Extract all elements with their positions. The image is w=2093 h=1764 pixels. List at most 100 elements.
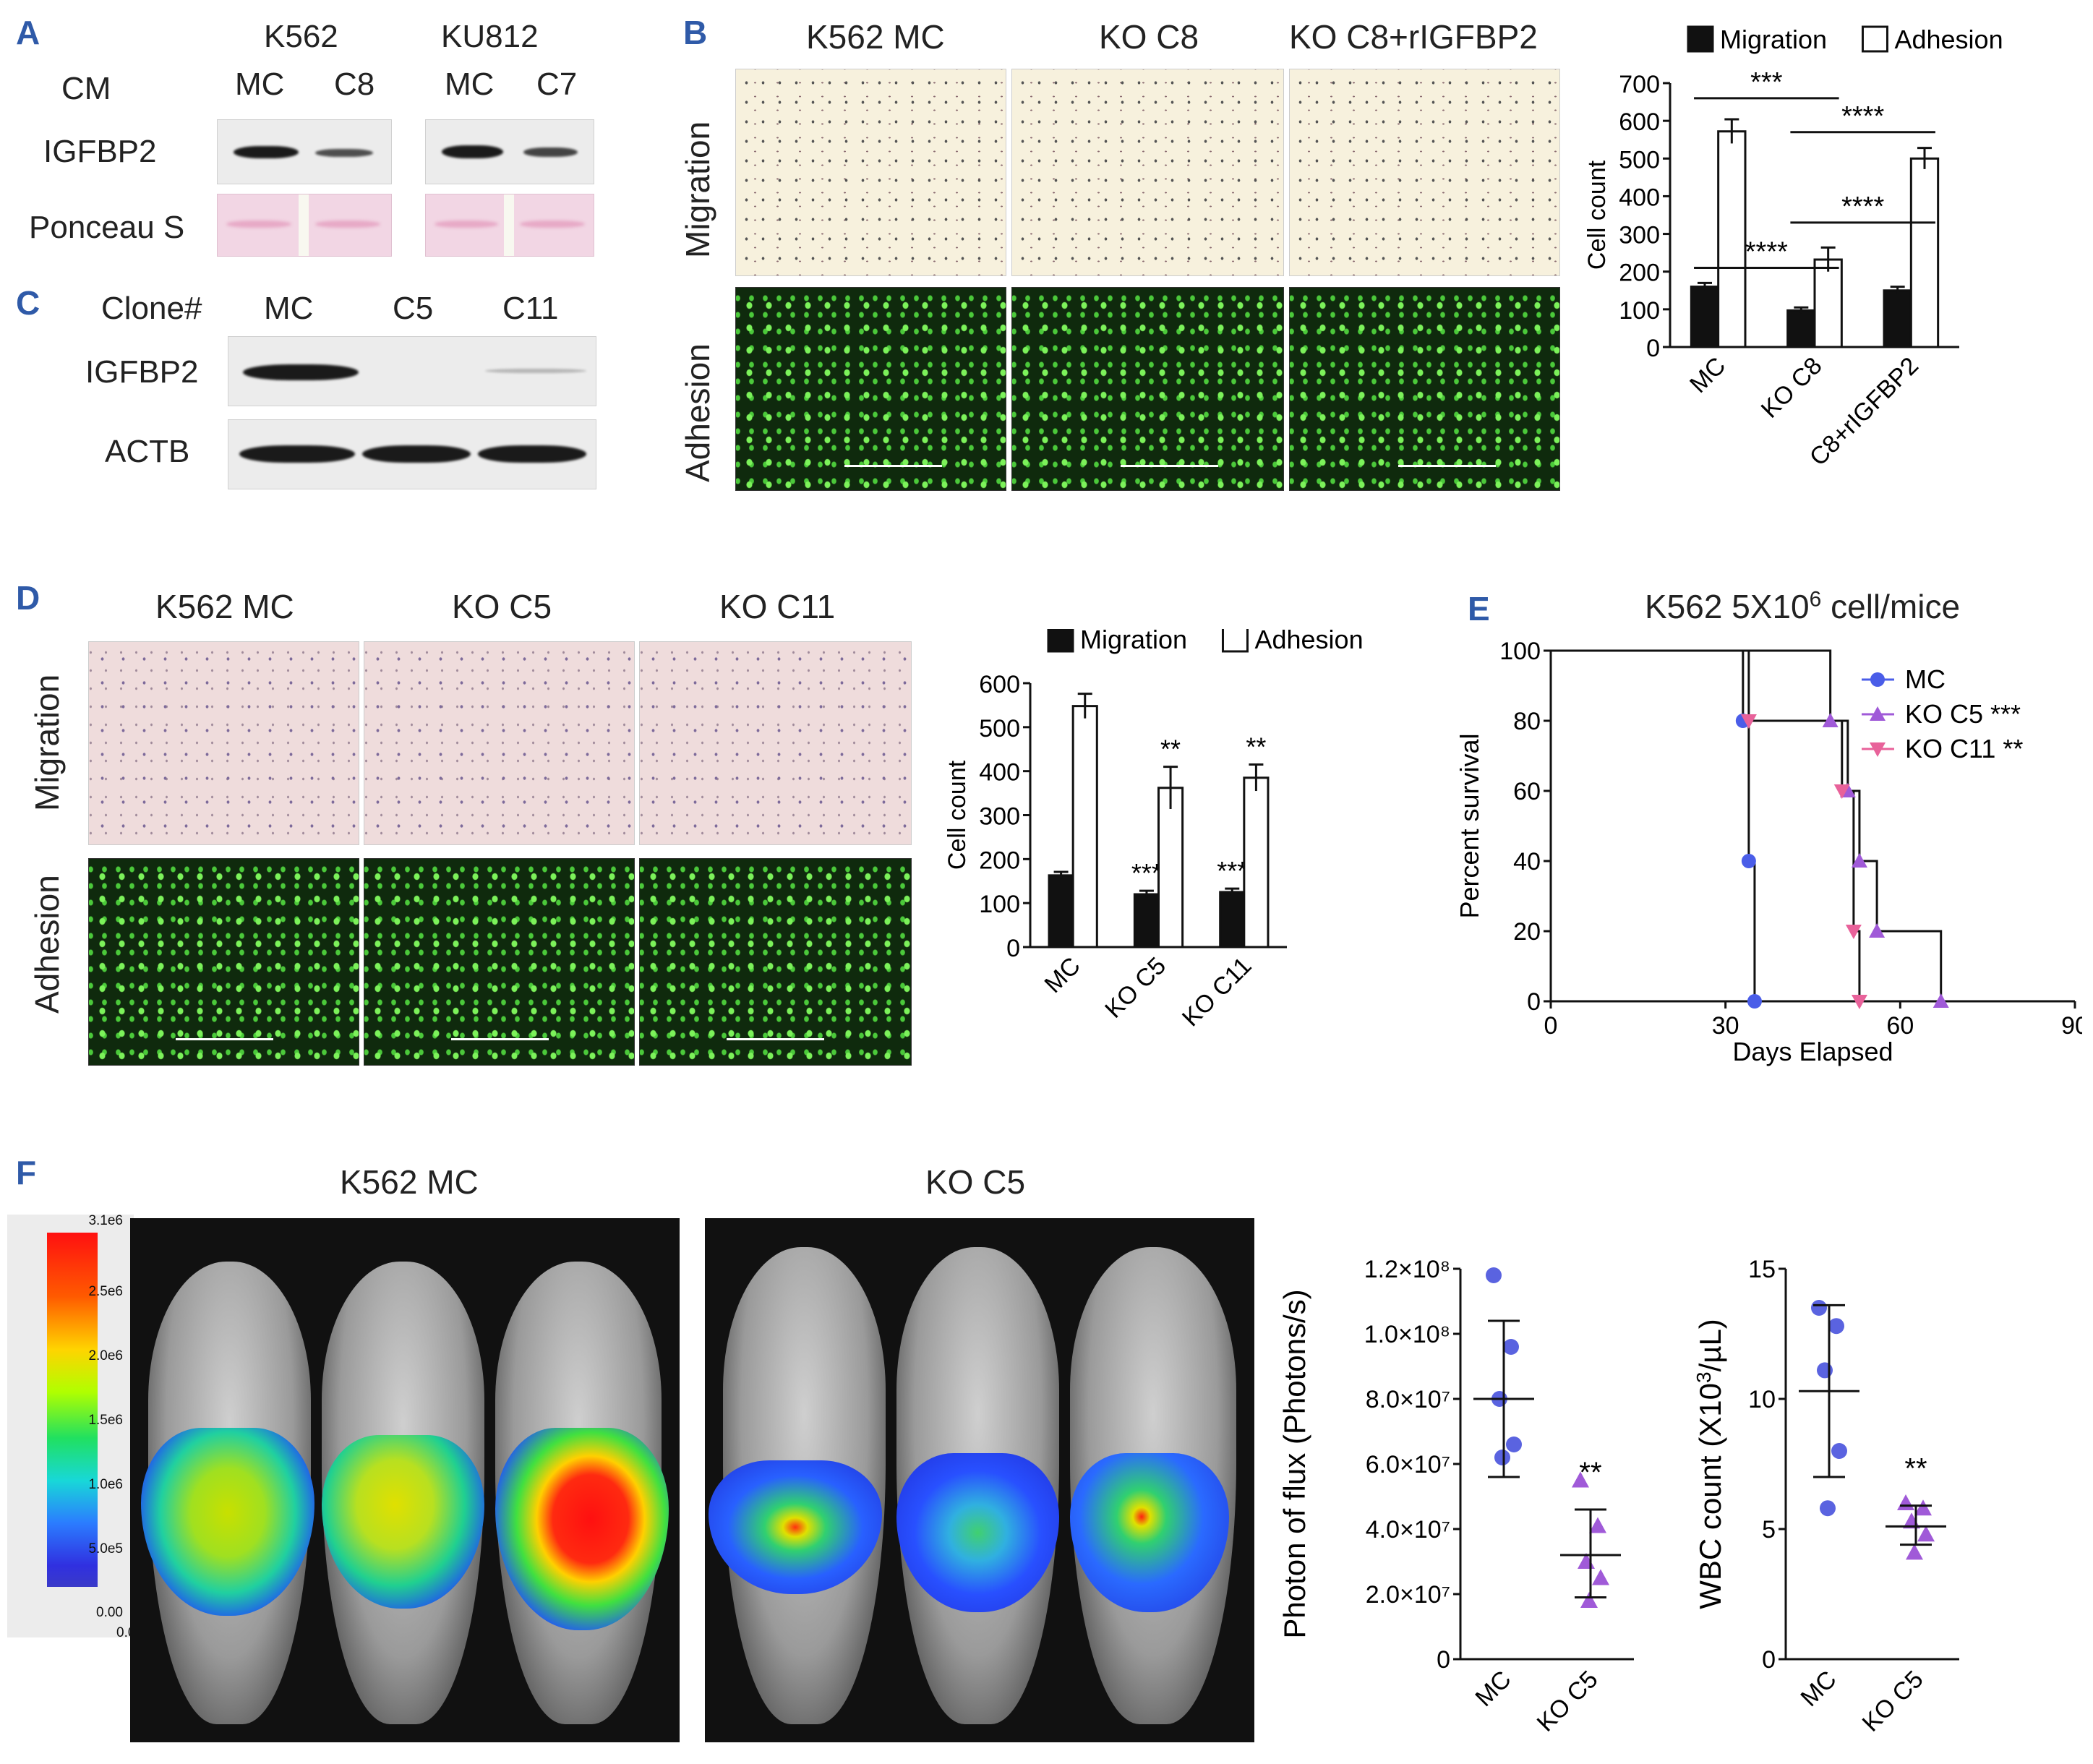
bar bbox=[1219, 891, 1246, 949]
x-tick-label: MC bbox=[1470, 1666, 1516, 1712]
lane-gap bbox=[299, 194, 309, 256]
y-tick-label: 8.0×10⁷ bbox=[1366, 1386, 1450, 1413]
data-point bbox=[1580, 1592, 1598, 1608]
data-point bbox=[1822, 713, 1839, 727]
bar bbox=[1690, 286, 1720, 348]
lane-label-mc-c: MC bbox=[264, 291, 314, 326]
micrograph-adhesion-d-3 bbox=[639, 858, 912, 1066]
y-tick-label: 200 bbox=[979, 847, 1020, 874]
y-tick-label: 10 bbox=[1748, 1386, 1776, 1413]
data-point bbox=[1828, 1318, 1844, 1335]
bar bbox=[1071, 705, 1098, 949]
legend-label: Adhesion bbox=[1254, 629, 1363, 654]
significance-mark: *** bbox=[1131, 858, 1162, 888]
data-point bbox=[1851, 995, 1867, 1009]
y-tick-label: 0 bbox=[1527, 988, 1541, 1016]
survival-curve bbox=[1551, 649, 1756, 1001]
data-point bbox=[1845, 925, 1862, 939]
y-tick-label: 400 bbox=[1619, 184, 1660, 211]
column-label-d-1: K562 MC bbox=[155, 588, 294, 625]
y-tick-label: 0 bbox=[1437, 1646, 1450, 1674]
significance-mark: ** bbox=[1904, 1453, 1927, 1485]
data-point bbox=[1506, 1437, 1522, 1452]
blot-band bbox=[523, 147, 578, 157]
bar bbox=[1786, 309, 1816, 348]
column-label-f-2: KO C5 bbox=[925, 1163, 1026, 1201]
y-tick-label: 6.0×10⁷ bbox=[1366, 1451, 1450, 1478]
ponceau-band bbox=[315, 220, 380, 228]
data-point bbox=[1592, 1569, 1609, 1585]
luminescence-color-scale: 3.1e6 2.5e6 2.0e6 1.5e6 1.0e6 5.0e5 0.00… bbox=[7, 1213, 143, 1640]
blot-band bbox=[478, 445, 586, 463]
bar bbox=[1813, 258, 1843, 348]
column-label-d-2: KO C5 bbox=[452, 588, 552, 625]
y-tick-label: 700 bbox=[1619, 71, 1660, 98]
column-label-d-3: KO C11 bbox=[719, 588, 836, 625]
data-point bbox=[1503, 1339, 1519, 1355]
y-tick-label: 80 bbox=[1513, 708, 1541, 735]
bar bbox=[1883, 289, 1912, 348]
y-tick-label: 15 bbox=[1748, 1256, 1776, 1283]
bar bbox=[1909, 157, 1940, 348]
colorbar-tick: 5.0e5 bbox=[88, 1541, 123, 1557]
micrograph-migration-b-1 bbox=[735, 69, 1006, 276]
x-tick-label: 0 bbox=[1544, 1012, 1558, 1040]
colorbar-tick: 1.0e6 bbox=[88, 1477, 123, 1492]
cm-label: CM bbox=[61, 71, 111, 106]
lane-label-c7: C7 bbox=[536, 67, 578, 102]
significance-mark: **** bbox=[1841, 192, 1884, 222]
significance-mark: ** bbox=[1579, 1457, 1601, 1489]
scale-bar bbox=[727, 1038, 824, 1040]
data-point bbox=[1820, 1500, 1836, 1517]
y-tick-label: 0 bbox=[1762, 1646, 1776, 1674]
colorbar-tick: 0.00 bbox=[96, 1605, 123, 1620]
group-label-k562: K562 bbox=[264, 19, 338, 54]
data-point bbox=[1741, 854, 1756, 868]
y-tick-label: 600 bbox=[979, 671, 1020, 698]
data-point bbox=[1906, 1544, 1923, 1560]
colorbar-tick: 2.0e6 bbox=[88, 1348, 123, 1363]
data-point bbox=[1817, 1362, 1833, 1379]
data-point bbox=[1811, 1300, 1827, 1316]
y-axis-label: Cell count bbox=[943, 760, 971, 870]
x-tick-label: KO C5 bbox=[1100, 952, 1171, 1024]
western-blot-igfbp2-ku812 bbox=[425, 119, 594, 184]
lane-label-mc-1: MC bbox=[235, 67, 285, 102]
panel-label-d: D bbox=[16, 579, 40, 617]
scale-bar bbox=[1121, 465, 1218, 467]
legend-label: Adhesion bbox=[1894, 25, 2003, 54]
ponceau-band bbox=[226, 220, 291, 228]
scale-bar bbox=[844, 465, 942, 467]
survival-curve bbox=[1551, 649, 1943, 1001]
ponceau-stain-k562 bbox=[217, 194, 392, 257]
y-tick-label: 1.2×10⁸ bbox=[1364, 1256, 1450, 1283]
colorbar-tick: 2.5e6 bbox=[88, 1284, 123, 1299]
chart-f-wbc-count: 0 5 10 15 WBC count (X103/µL) MC ** KO C5 bbox=[1692, 1256, 1959, 1737]
y-tick-label: 500 bbox=[1619, 146, 1660, 174]
data-point bbox=[1747, 994, 1762, 1009]
lane-gap bbox=[504, 194, 514, 256]
data-point bbox=[1914, 1499, 1932, 1516]
panel-label-b: B bbox=[683, 14, 708, 51]
x-tick-label: KO C5 bbox=[1532, 1666, 1604, 1737]
blot-band bbox=[485, 369, 586, 373]
y-tick-label: 100 bbox=[1499, 638, 1541, 665]
significance-mark: ** bbox=[1246, 732, 1266, 762]
data-point bbox=[1917, 1525, 1935, 1542]
bar bbox=[1048, 874, 1074, 949]
y-tick-label: 600 bbox=[1619, 108, 1660, 136]
y-tick-label: 100 bbox=[1619, 297, 1660, 325]
micrograph-adhesion-b-2 bbox=[1011, 287, 1284, 491]
data-point bbox=[1572, 1471, 1589, 1488]
blot-band bbox=[243, 364, 359, 380]
row-label-migration-b: Migration bbox=[679, 121, 716, 258]
colorbar-tick: 3.1e6 bbox=[88, 1213, 123, 1228]
data-point bbox=[1833, 784, 1850, 799]
legend-marker bbox=[1870, 706, 1886, 721]
color-scale-gradient bbox=[47, 1233, 98, 1587]
panel-label-c: C bbox=[16, 284, 40, 322]
panel-label-a: A bbox=[16, 14, 40, 51]
chart-f-photon-flux: 0 2.0×10⁷ 4.0×10⁷ 6.0×10⁷ 8.0×10⁷ 1.0×10⁸ 1.2×… bbox=[1280, 1256, 1634, 1737]
ponceau-band bbox=[435, 220, 498, 228]
